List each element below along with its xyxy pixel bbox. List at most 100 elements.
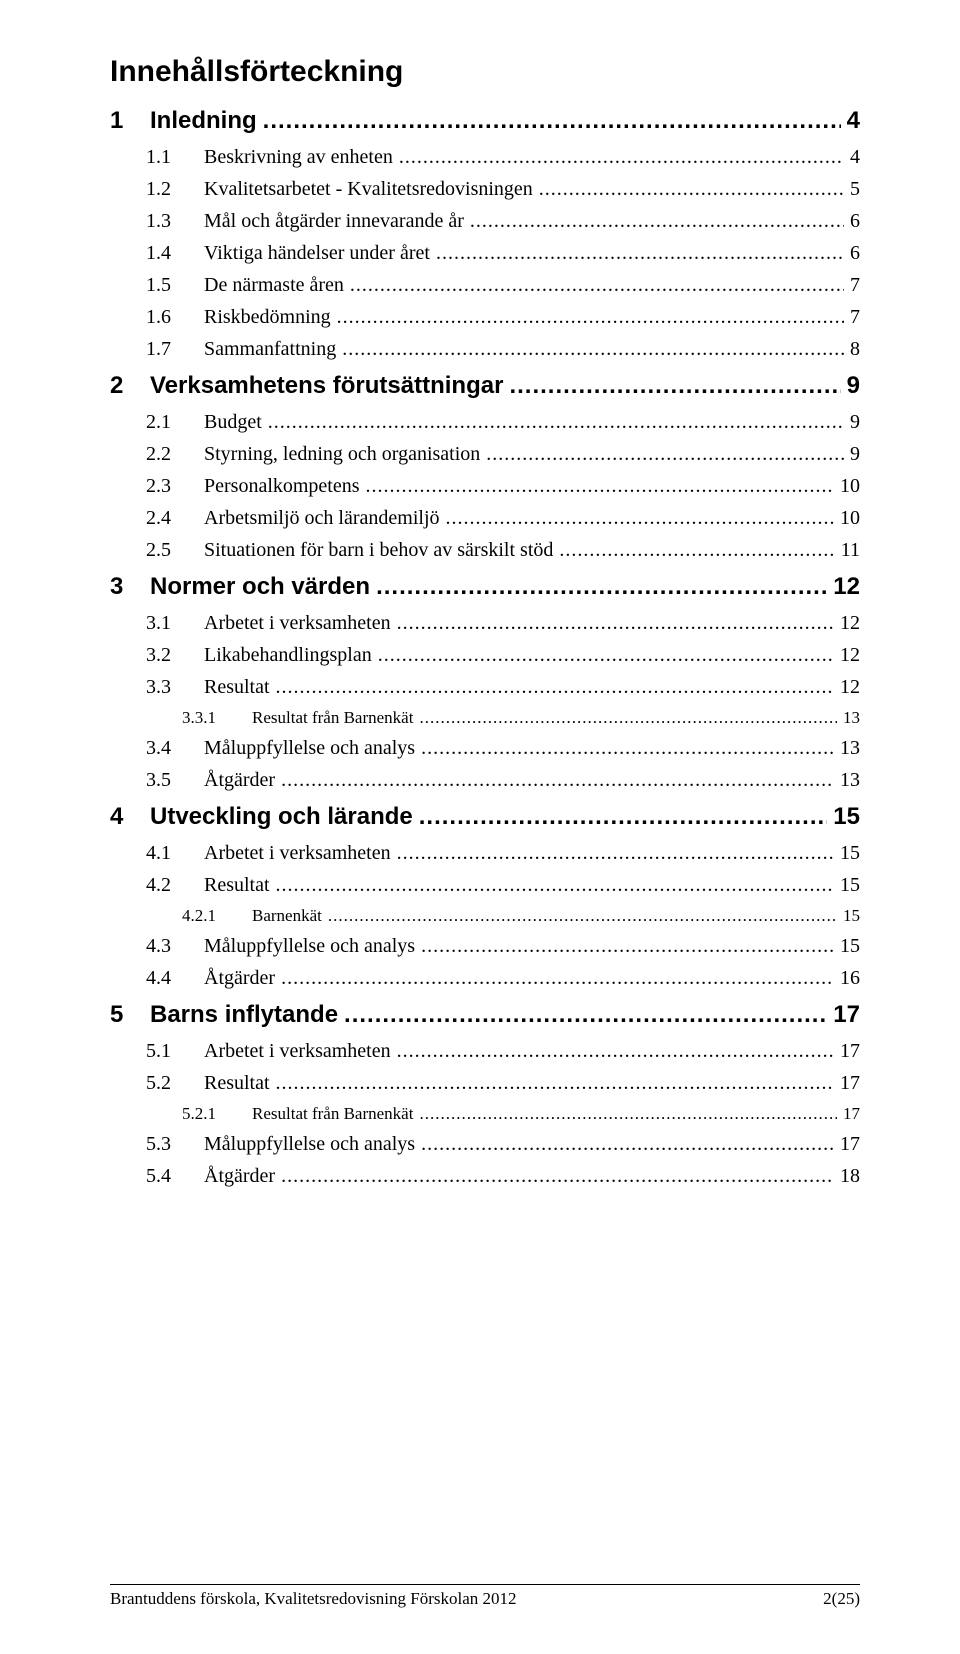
toc-leader-dots bbox=[337, 306, 844, 329]
toc-entry-label: Resultat bbox=[204, 874, 270, 897]
toc-entry-page: 5 bbox=[850, 178, 860, 201]
toc-entry[interactable]: 1.1Beskrivning av enheten4 bbox=[110, 146, 860, 169]
toc-entry-number: 3 bbox=[110, 573, 140, 601]
toc-entry-label: Måluppfyllelse och analys bbox=[204, 737, 415, 760]
toc-leader-dots bbox=[539, 178, 844, 201]
toc-entry-page: 6 bbox=[850, 242, 860, 265]
toc-entry-number: 3.2 bbox=[146, 644, 190, 667]
toc-entry[interactable]: 4Utveckling och lärande15 bbox=[110, 803, 860, 831]
toc-entry[interactable]: 3Normer och värden12 bbox=[110, 573, 860, 601]
toc-entry-label: De närmaste åren bbox=[204, 274, 344, 297]
toc-leader-dots bbox=[421, 737, 834, 760]
toc-entry-page: 10 bbox=[840, 475, 860, 498]
toc-entry[interactable]: 2.3Personalkompetens10 bbox=[110, 475, 860, 498]
toc-entry-page: 8 bbox=[850, 338, 860, 361]
toc-entry-page: 18 bbox=[840, 1165, 860, 1188]
toc-entry-page: 12 bbox=[840, 612, 860, 635]
toc-entry[interactable]: 2.4Arbetsmiljö och lärandemiljö10 bbox=[110, 507, 860, 530]
toc-entry-label: Situationen för barn i behov av särskilt… bbox=[204, 539, 553, 562]
toc-entry[interactable]: 5.2Resultat17 bbox=[110, 1072, 860, 1095]
toc-entry-label: Beskrivning av enheten bbox=[204, 146, 393, 169]
toc-leader-dots bbox=[350, 274, 844, 297]
toc-entry[interactable]: 3.1Arbetet i verksamheten12 bbox=[110, 612, 860, 635]
toc-entry-label: Arbetet i verksamheten bbox=[204, 612, 391, 635]
toc-entry[interactable]: 5.3Måluppfyllelse och analys17 bbox=[110, 1133, 860, 1156]
toc-entry-number: 1.6 bbox=[146, 306, 190, 329]
toc-leader-dots bbox=[399, 146, 844, 169]
toc-leader-dots bbox=[263, 107, 841, 135]
toc-entry[interactable]: 5.1Arbetet i verksamheten17 bbox=[110, 1040, 860, 1063]
toc-entry-label: Arbetet i verksamheten bbox=[204, 1040, 391, 1063]
toc-entry[interactable]: 1Inledning4 bbox=[110, 107, 860, 135]
toc-entry-number: 3.5 bbox=[146, 769, 190, 792]
toc-entry-number: 1.1 bbox=[146, 146, 190, 169]
footer-row: Brantuddens förskola, Kvalitetsredovisni… bbox=[110, 1589, 860, 1609]
toc-leader-dots bbox=[376, 573, 827, 601]
toc-entry[interactable]: 4.3Måluppfyllelse och analys15 bbox=[110, 935, 860, 958]
toc-entry-number: 1.3 bbox=[146, 210, 190, 233]
toc-entry[interactable]: 3.4Måluppfyllelse och analys13 bbox=[110, 737, 860, 760]
toc-leader-dots bbox=[366, 475, 834, 498]
toc-entry-number: 5.4 bbox=[146, 1165, 190, 1188]
toc-entry[interactable]: 3.5Åtgärder13 bbox=[110, 769, 860, 792]
toc-entry[interactable]: 1.7Sammanfattning8 bbox=[110, 338, 860, 361]
toc-entry-number: 1.2 bbox=[146, 178, 190, 201]
toc-entry-number: 4.1 bbox=[146, 842, 190, 865]
toc-entry-number: 2 bbox=[110, 372, 140, 400]
toc-entry-label: Resultat bbox=[204, 1072, 270, 1095]
toc-entry[interactable]: 5.2.1Resultat från Barnenkät17 bbox=[110, 1104, 860, 1124]
toc-entry[interactable]: 4.2Resultat15 bbox=[110, 874, 860, 897]
toc-leader-dots bbox=[276, 676, 834, 699]
toc-entry-label: Åtgärder bbox=[204, 769, 275, 792]
toc-entry-page: 9 bbox=[850, 411, 860, 434]
page-footer: Brantuddens förskola, Kvalitetsredovisni… bbox=[110, 1584, 860, 1609]
toc-entry-page: 6 bbox=[850, 210, 860, 233]
toc-entry-page: 12 bbox=[833, 573, 860, 601]
toc-entry-number: 1.7 bbox=[146, 338, 190, 361]
toc-entry-page: 13 bbox=[843, 708, 860, 728]
toc-entry-number: 3.3.1 bbox=[182, 708, 232, 728]
toc-entry[interactable]: 3.2Likabehandlingsplan12 bbox=[110, 644, 860, 667]
toc-entry[interactable]: 4.2.1Barnenkät15 bbox=[110, 906, 860, 926]
toc-leader-dots bbox=[559, 539, 834, 562]
toc-entry[interactable]: 3.3.1Resultat från Barnenkät13 bbox=[110, 708, 860, 728]
toc-leader-dots bbox=[419, 803, 828, 831]
toc-entry-number: 1.4 bbox=[146, 242, 190, 265]
toc-entry[interactable]: 2Verksamhetens förutsättningar9 bbox=[110, 372, 860, 400]
toc-entry-page: 15 bbox=[840, 935, 860, 958]
toc-entry[interactable]: 2.5Situationen för barn i behov av särsk… bbox=[110, 539, 860, 562]
toc-entry[interactable]: 3.3Resultat12 bbox=[110, 676, 860, 699]
footer-left: Brantuddens förskola, Kvalitetsredovisni… bbox=[110, 1589, 517, 1609]
toc-entry-number: 2.4 bbox=[146, 507, 190, 530]
toc-entry-number: 5.3 bbox=[146, 1133, 190, 1156]
toc-entry[interactable]: 1.4 Viktiga händelser under året 6 bbox=[110, 242, 860, 265]
toc-entry[interactable]: 1.6Riskbedömning7 bbox=[110, 306, 860, 329]
toc-entry-label: Måluppfyllelse och analys bbox=[204, 935, 415, 958]
toc-entry[interactable]: 4.4 Åtgärder 16 bbox=[110, 967, 860, 990]
toc-leader-dots bbox=[509, 372, 840, 400]
toc-entry[interactable]: 5Barns inflytande17 bbox=[110, 1001, 860, 1029]
toc-entry[interactable]: 4.1Arbetet i verksamheten15 bbox=[110, 842, 860, 865]
toc-entry-label: Verksamhetens förutsättningar bbox=[150, 372, 503, 400]
toc-leader-dots bbox=[421, 1133, 834, 1156]
toc-entry-label: Riskbedömning bbox=[204, 306, 331, 329]
toc-entry-number: 2.3 bbox=[146, 475, 190, 498]
toc-entry-page: 16 bbox=[840, 967, 860, 990]
toc-entry-number: 4.4 bbox=[146, 967, 190, 990]
toc-entry-label: Måluppfyllelse och analys bbox=[204, 1133, 415, 1156]
toc-entry[interactable]: 1.2Kvalitetsarbetet - Kvalitetsredovisni… bbox=[110, 178, 860, 201]
toc-entry-number: 5 bbox=[110, 1001, 140, 1029]
toc-entry-page: 15 bbox=[843, 906, 860, 926]
toc-entry[interactable]: 1.3Mål och åtgärder innevarande år6 bbox=[110, 210, 860, 233]
toc-entry[interactable]: 2.1Budget9 bbox=[110, 411, 860, 434]
toc-entry[interactable]: 1.5De närmaste åren7 bbox=[110, 274, 860, 297]
toc-entry-label: Åtgärder bbox=[204, 967, 275, 990]
toc-leader-dots bbox=[268, 411, 844, 434]
toc-entry-label: Viktiga händelser under året bbox=[204, 242, 430, 265]
toc-entry[interactable]: 2.2Styrning, ledning och organisation9 bbox=[110, 443, 860, 466]
toc-entry-number: 3.4 bbox=[146, 737, 190, 760]
toc-entry[interactable]: 5.4Åtgärder18 bbox=[110, 1165, 860, 1188]
toc-leader-dots bbox=[328, 906, 837, 926]
toc-entry-number: 4.2.1 bbox=[182, 906, 232, 926]
toc-entry-number: 1.5 bbox=[146, 274, 190, 297]
